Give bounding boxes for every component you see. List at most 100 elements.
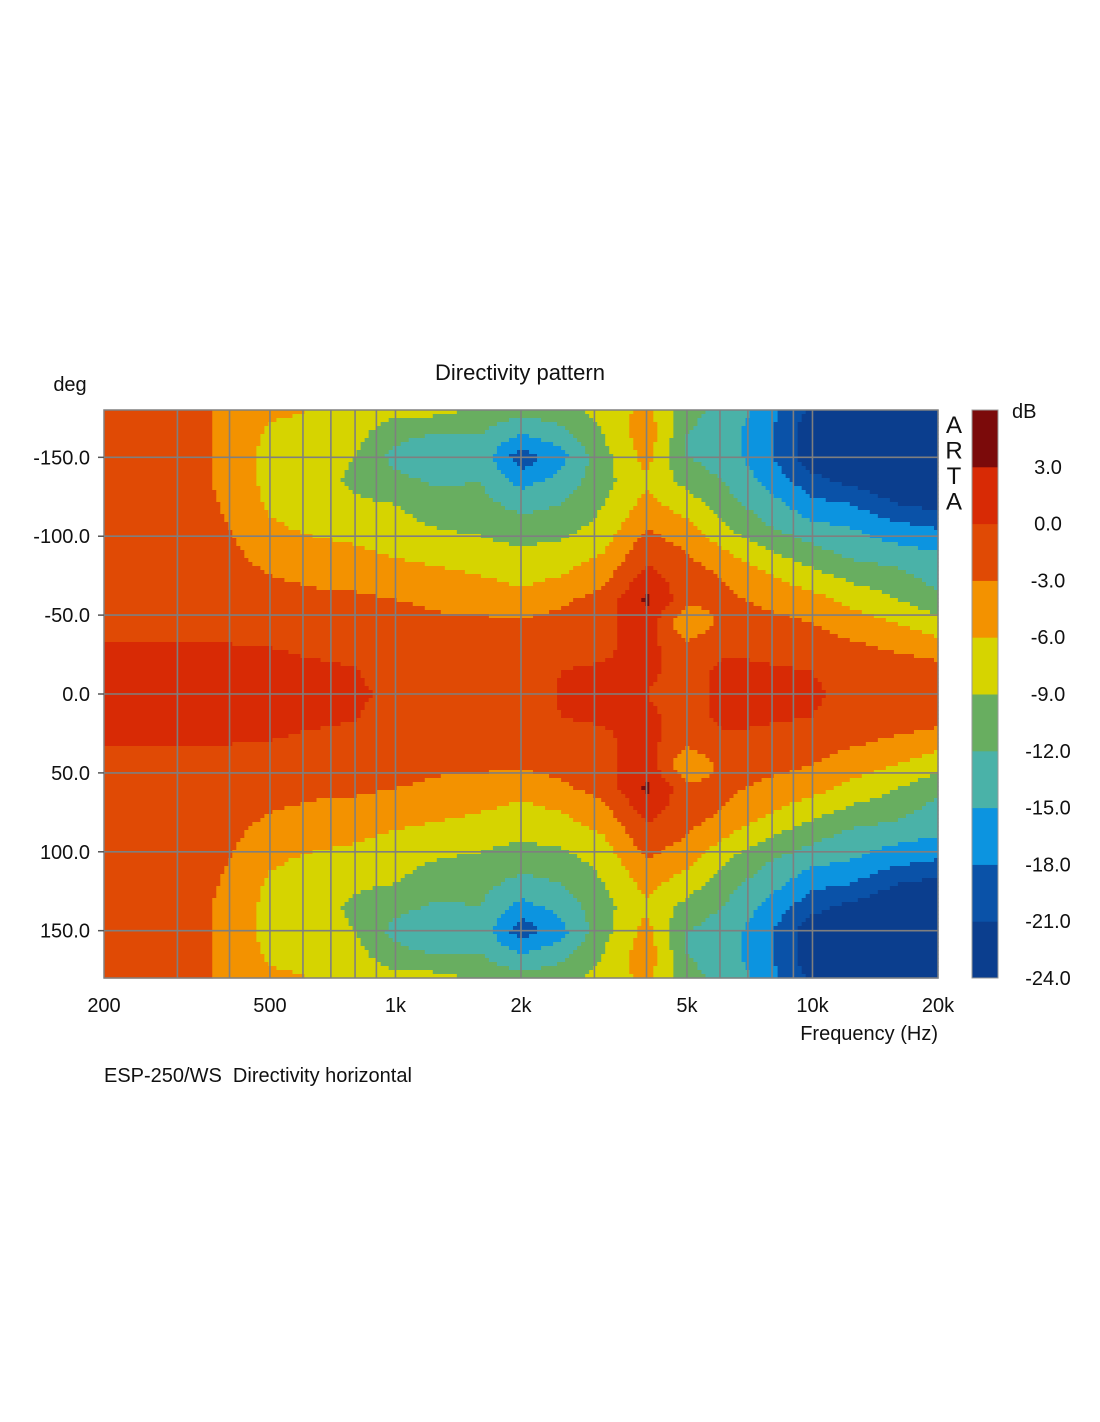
heatmap-cell xyxy=(268,514,414,519)
heatmap-cell xyxy=(789,582,855,587)
heatmap-cell xyxy=(392,918,498,923)
heatmap-cell xyxy=(428,902,466,907)
heatmap-cell xyxy=(320,726,606,731)
heatmap-cell xyxy=(733,590,815,595)
heatmap-cell xyxy=(613,538,638,543)
colorbar-swatch xyxy=(972,694,998,752)
heatmap-cell xyxy=(637,926,654,931)
heatmap-cell xyxy=(372,886,494,891)
heatmap-cell xyxy=(749,538,803,543)
heatmap-cell xyxy=(813,542,899,547)
heatmap-cell xyxy=(256,906,342,911)
heatmap-cell xyxy=(621,594,646,599)
heatmap-cell xyxy=(400,442,502,447)
heatmap-cell xyxy=(516,462,534,467)
heatmap-cell xyxy=(789,614,875,619)
heatmap-cell xyxy=(340,662,594,667)
heatmap-cell xyxy=(617,818,646,823)
heatmap-cell xyxy=(212,458,257,463)
heatmap-cell xyxy=(605,550,630,555)
heatmap-cell xyxy=(104,818,261,823)
heatmap-cell xyxy=(729,586,803,591)
heatmap-cell xyxy=(553,910,586,915)
heatmap-cell xyxy=(705,466,751,471)
heatmap-cell xyxy=(773,574,835,579)
heatmap-cell xyxy=(773,422,799,427)
heatmap-cell xyxy=(633,946,658,951)
heatmap-cell xyxy=(805,490,871,495)
heatmap-cell xyxy=(761,482,795,487)
heatmap-cell xyxy=(693,494,735,499)
heatmap-cell xyxy=(376,594,586,599)
heatmap-cell xyxy=(681,514,719,519)
heatmap-cell xyxy=(212,478,257,483)
heatmap-cell xyxy=(649,462,670,467)
heatmap-cell xyxy=(304,410,458,415)
heatmap-cell xyxy=(412,514,598,519)
heatmap-cell xyxy=(104,954,213,959)
heatmap-cell xyxy=(577,486,614,491)
heatmap-cell xyxy=(500,502,562,507)
heatmap-cell xyxy=(212,902,257,907)
heatmap-cell xyxy=(609,494,642,499)
heatmap-cell xyxy=(484,430,570,435)
heatmap-cell xyxy=(749,658,935,663)
heatmap-cell xyxy=(268,962,382,967)
heatmap-cell xyxy=(633,938,654,943)
heatmap-cell xyxy=(753,510,799,515)
heatmap-cell xyxy=(104,694,374,699)
heatmap-cell xyxy=(304,974,458,979)
heatmap-cell xyxy=(581,478,618,483)
heatmap-cell xyxy=(356,794,594,799)
heatmap-cell xyxy=(384,454,494,459)
heatmap-cell xyxy=(645,854,654,859)
heatmap-cell xyxy=(657,746,686,751)
heatmap-cell xyxy=(729,834,775,839)
heatmap-cell xyxy=(649,782,670,787)
heatmap-cell xyxy=(841,830,939,835)
heatmap-cell xyxy=(104,486,213,491)
heatmap-cell xyxy=(561,882,606,887)
heatmap-cell xyxy=(340,478,422,483)
heatmap-cell xyxy=(753,474,787,479)
heatmap-cell xyxy=(597,422,630,427)
heatmap-cell xyxy=(500,442,554,447)
heatmap-cell xyxy=(797,422,939,427)
heatmap-cell xyxy=(669,602,755,607)
heatmap-cell xyxy=(673,906,723,911)
heatmap-cell xyxy=(741,950,775,955)
heatmap-cell xyxy=(673,962,699,967)
heatmap-cell xyxy=(893,734,939,739)
heatmap-cell xyxy=(212,918,257,923)
heatmap-cell xyxy=(657,438,670,443)
heatmap-cell xyxy=(496,462,518,467)
heatmap-cell xyxy=(420,906,510,911)
heatmap-cell xyxy=(104,806,286,811)
heatmap-cell xyxy=(741,938,775,943)
heatmap-cell xyxy=(669,590,735,595)
heatmap-cell xyxy=(268,874,406,879)
heatmap-cell xyxy=(492,538,562,543)
heatmap-cell xyxy=(653,530,703,535)
heatmap-cell xyxy=(212,410,306,415)
heatmap-cell xyxy=(677,630,707,635)
heatmap-cell xyxy=(561,938,586,943)
heatmap-cell xyxy=(300,730,614,735)
heatmap-cell xyxy=(709,610,775,615)
heatmap-cell xyxy=(104,690,374,695)
heatmap-cell xyxy=(404,826,590,831)
heatmap-cell xyxy=(104,502,221,507)
heatmap-cell xyxy=(104,902,213,907)
heatmap-cell xyxy=(629,510,674,515)
heatmap-cell xyxy=(480,902,514,907)
heatmap-cell xyxy=(104,682,366,687)
heatmap-cell xyxy=(661,722,719,727)
heatmap-cell xyxy=(617,622,658,627)
heatmap-cell xyxy=(581,942,606,947)
heatmap-cell xyxy=(500,470,558,475)
heatmap-cell xyxy=(613,846,638,851)
heatmap-cell xyxy=(440,610,550,615)
heatmap-cell xyxy=(212,974,306,979)
heatmap-cell xyxy=(529,934,566,939)
